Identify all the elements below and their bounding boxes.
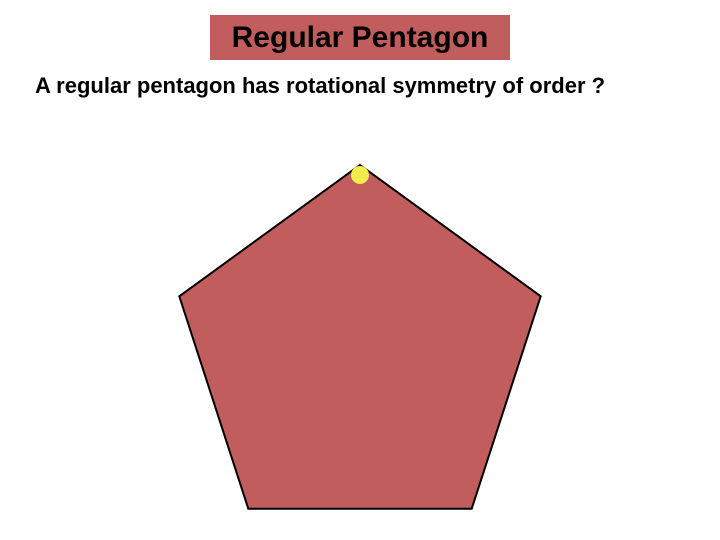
- title-box: Regular Pentagon: [210, 15, 510, 60]
- pentagon-diagram: [170, 145, 550, 525]
- apex-dot-icon: [351, 166, 369, 184]
- pentagon-shape: [179, 165, 540, 509]
- body-text: A regular pentagon has rotational symmet…: [35, 72, 675, 100]
- pentagon-svg: [170, 145, 550, 525]
- slide: Regular Pentagon A regular pentagon has …: [0, 0, 720, 540]
- slide-title: Regular Pentagon: [232, 23, 489, 53]
